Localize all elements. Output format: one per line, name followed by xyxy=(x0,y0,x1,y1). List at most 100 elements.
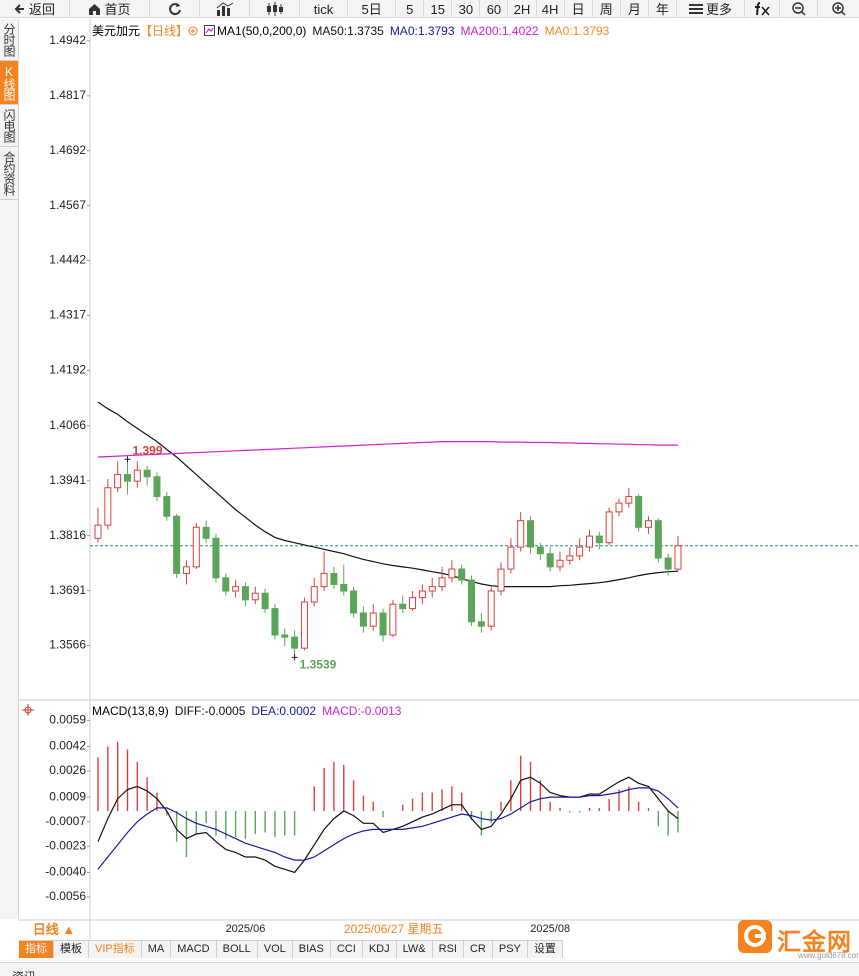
candle-body xyxy=(418,590,426,599)
indicator-tab[interactable]: CCI xyxy=(331,941,363,958)
candle xyxy=(389,599,397,638)
menu-icon xyxy=(688,4,703,14)
candle-body xyxy=(576,546,584,557)
candle-body xyxy=(359,612,367,627)
indicator-tab[interactable]: KDJ xyxy=(363,941,397,958)
indicator-tab[interactable]: VOL xyxy=(258,941,293,958)
period-button[interactable]: 2H xyxy=(508,0,537,18)
candle xyxy=(123,459,131,495)
logo-url: www.gold678.com xyxy=(798,951,859,960)
indicator-tab[interactable]: RSI xyxy=(433,941,464,958)
period-button[interactable]: 60 xyxy=(480,0,509,18)
y-tick-label: -0.0040 xyxy=(45,865,86,879)
indicator-tab[interactable]: 设置 xyxy=(528,941,563,958)
indicator-icon[interactable] xyxy=(204,25,216,36)
low-marker xyxy=(291,654,298,661)
candle-body xyxy=(340,583,348,592)
indicator-tab[interactable]: BIAS xyxy=(293,941,331,958)
side-tab[interactable]: K线图 xyxy=(0,61,18,105)
candle xyxy=(605,507,613,545)
candle xyxy=(350,586,358,618)
period-button[interactable]: 4H xyxy=(537,0,565,18)
add-icon[interactable] xyxy=(188,26,198,36)
candle xyxy=(644,516,652,534)
refresh-button[interactable] xyxy=(150,0,200,18)
candle xyxy=(527,516,535,554)
side-tab[interactable]: 分时图 xyxy=(0,19,18,61)
indicator-tab[interactable]: MA xyxy=(142,941,172,958)
candle-body xyxy=(438,577,446,588)
y-tick-label: 1.4317 xyxy=(49,308,86,322)
period-button[interactable]: 5 xyxy=(396,0,425,18)
candle-body xyxy=(182,566,190,574)
footer: 资讯 xyxy=(0,962,859,976)
back-button[interactable]: 返回 xyxy=(0,0,70,18)
side-tab[interactable]: 合约资料 xyxy=(0,147,18,200)
candle-body xyxy=(409,597,417,610)
period-button[interactable]: 月 xyxy=(621,0,649,18)
zoom-out-button[interactable] xyxy=(780,0,818,18)
macd-icon xyxy=(22,704,34,716)
footer-tab[interactable]: 资讯 xyxy=(12,968,36,976)
indicator-tab[interactable]: BOLL xyxy=(217,941,258,958)
candle-body xyxy=(114,474,122,489)
candle xyxy=(232,580,240,598)
period-button[interactable]: 年 xyxy=(649,0,677,18)
bar-chart-button[interactable] xyxy=(200,0,250,18)
candle-body xyxy=(153,476,161,498)
indicator-tab[interactable]: 指标 xyxy=(19,941,54,958)
period-button[interactable]: 15 xyxy=(424,0,453,18)
y-tick-label: 1.3566 xyxy=(49,638,86,652)
toolbar: 返回 首页 tick 5日 5 15 30 60 2H 4H 日周月年 更多 xyxy=(0,0,859,18)
candle xyxy=(517,511,525,552)
candle xyxy=(635,494,643,532)
period-button[interactable]: 5日 xyxy=(348,0,397,18)
indicator-tab[interactable]: 模板 xyxy=(54,941,89,958)
candle xyxy=(654,518,662,563)
candle-body xyxy=(350,590,358,614)
period-button[interactable]: 日 xyxy=(565,0,593,18)
candle-button[interactable] xyxy=(250,0,300,18)
candle-body xyxy=(546,553,554,568)
home-button[interactable]: 首页 xyxy=(70,0,150,18)
indicator-tab[interactable]: VIP指标 xyxy=(89,941,142,958)
period-button[interactable]: tick xyxy=(300,0,349,18)
indicator-tab[interactable]: PSY xyxy=(493,941,528,958)
period-button[interactable]: 周 xyxy=(593,0,621,18)
candle xyxy=(251,586,259,605)
candle xyxy=(222,573,230,596)
more-button[interactable]: 更多 xyxy=(677,0,745,18)
candle xyxy=(133,461,141,488)
logo-mark xyxy=(738,920,772,953)
indicator-tab[interactable]: LW& xyxy=(397,941,433,958)
period-tab[interactable]: 日线 ▲ xyxy=(32,922,76,937)
indicator-tab[interactable]: MACD xyxy=(171,941,217,958)
period-buttons: tick 5日 5 15 30 60 2H 4H 日周月年 xyxy=(300,0,677,18)
side-tabs: 分时图 K线图 闪电图 合约资料 xyxy=(0,19,19,919)
side-tab[interactable]: 闪电图 xyxy=(0,105,18,147)
legend-item: DEA:0.0002 xyxy=(251,704,317,718)
indicator-tab[interactable]: CR xyxy=(464,941,493,958)
fx-button[interactable] xyxy=(745,0,780,18)
candle-body xyxy=(477,621,485,627)
candle-body xyxy=(281,634,289,638)
candle-body xyxy=(133,469,141,482)
candle-body xyxy=(644,520,652,528)
macd-title: MACD(13,8,9) xyxy=(92,704,169,718)
period-button[interactable]: 30 xyxy=(452,0,481,18)
candle-body xyxy=(104,487,112,526)
price-legend: 美元加元 【日线】 MA1(50,0,200,0) MA50:1.3735 MA0… xyxy=(92,22,609,39)
candle-body xyxy=(399,603,407,610)
candle-body xyxy=(271,608,279,636)
candle-body xyxy=(212,537,220,579)
period-label[interactable]: 【日线】 xyxy=(140,24,189,38)
zoom-in-button[interactable] xyxy=(818,0,859,18)
legend-item: MA0:1.3793 xyxy=(544,23,610,38)
candle xyxy=(586,529,593,552)
candle-body xyxy=(379,612,387,636)
candle xyxy=(202,520,210,543)
candle xyxy=(556,551,564,572)
candle-body xyxy=(448,568,456,579)
candle xyxy=(192,522,200,570)
candle-body xyxy=(527,520,535,548)
